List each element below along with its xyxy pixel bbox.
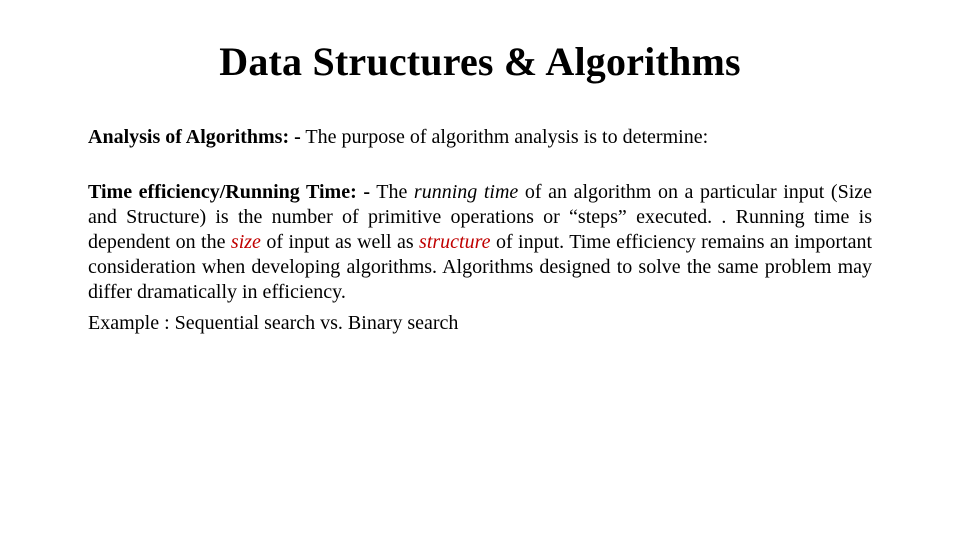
section-analysis-heading: Analysis of Algorithms: -	[88, 126, 301, 148]
slide: Data Structures & Algorithms Analysis of…	[0, 0, 960, 540]
section-time-em-running-time: running time	[414, 181, 518, 203]
page-title: Data Structures & Algorithms	[88, 38, 872, 85]
section-analysis-text: The purpose of algorithm analysis is to …	[301, 126, 708, 148]
section-time-example: Example : Sequential search vs. Binary s…	[88, 311, 872, 336]
section-time-highlight-structure: structure	[419, 231, 490, 253]
section-time-efficiency: Time efficiency/Running Time: - The runn…	[88, 180, 872, 305]
section-time-t3: of input as well as	[261, 231, 419, 253]
section-analysis: Analysis of Algorithms: - The purpose of…	[88, 125, 872, 150]
section-time-heading: Time efficiency/Running Time: -	[88, 181, 370, 203]
section-time-highlight-size: size	[231, 231, 261, 253]
section-time-t1: The	[370, 181, 414, 203]
